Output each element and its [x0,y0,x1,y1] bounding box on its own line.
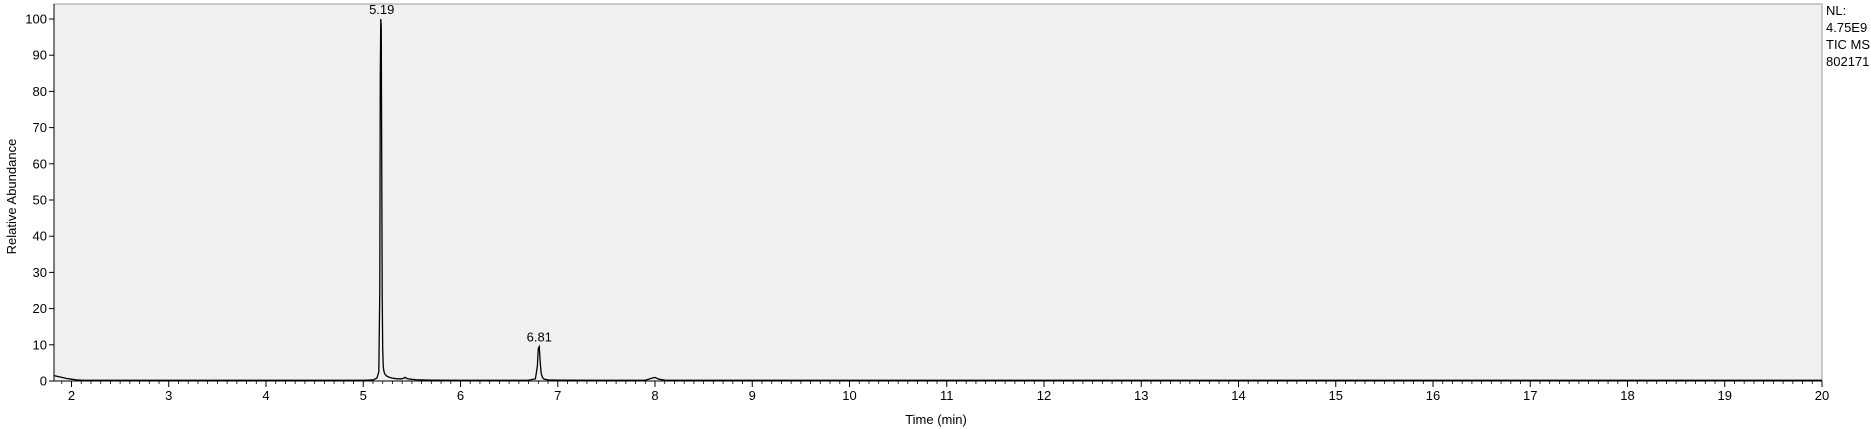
x-tick-label: 7 [554,388,561,403]
x-tick-label: 9 [749,388,756,403]
peak-label: 6.81 [527,330,552,345]
file-name: 802171 [1826,54,1870,69]
y-tick-label: 20 [33,301,47,316]
x-tick-label: 17 [1523,388,1537,403]
y-tick-label: 50 [33,193,47,208]
y-tick-label: 60 [33,156,47,171]
y-tick-label: 100 [25,12,47,27]
x-axis-minor-ticks [61,381,1813,384]
x-minor-tick-marks [61,381,1813,384]
y-tick-label: 90 [33,48,47,63]
y-tick-label: 30 [33,265,47,280]
instrument-info: NL: 4.75E9 TIC MS 802171 [1826,2,1871,70]
x-tick-label: 5 [360,388,367,403]
x-tick-label: 4 [262,388,269,403]
x-tick-label: 10 [842,388,856,403]
x-tick-label: 13 [1134,388,1148,403]
peak-annotations: 5.19 6.81 [369,2,552,345]
scan-filter: TIC MS [1826,37,1871,52]
y-tick-label: 0 [40,374,47,389]
x-tick-label: 18 [1620,388,1634,403]
x-axis-title: Time (min) [905,412,967,427]
x-tick-label: 20 [1815,388,1829,403]
nl-label: NL: [1826,3,1847,18]
y-tick-label: 80 [33,84,47,99]
y-axis-ticks: 0 10 20 30 40 50 60 70 80 90 100 [25,12,54,389]
x-tick-label: 11 [940,388,954,403]
x-axis-ticks: 2 3 4 5 6 7 8 9 10 11 12 13 14 15 16 17 18 19 20 [68,381,1829,403]
peak-label: 5.19 [369,2,394,17]
y-tick-label: 40 [33,229,47,244]
x-tick-label: 8 [651,388,658,403]
nl-value: 4.75E9 [1826,20,1868,35]
x-tick-label: 19 [1718,388,1732,403]
x-tick-label: 15 [1329,388,1343,403]
x-tick-label: 6 [457,388,464,403]
y-tick-label: 70 [33,120,47,135]
plot-area [53,3,1823,382]
y-axis-title: Relative Abundance [4,139,19,255]
x-tick-label: 2 [68,388,75,403]
x-tick-label: 3 [165,388,172,403]
y-tick-label: 10 [33,337,47,352]
tic-trace-line [53,18,1822,381]
x-tick-label: 12 [1037,388,1051,403]
x-tick-label: 14 [1231,388,1245,403]
x-tick-label: 16 [1426,388,1440,403]
